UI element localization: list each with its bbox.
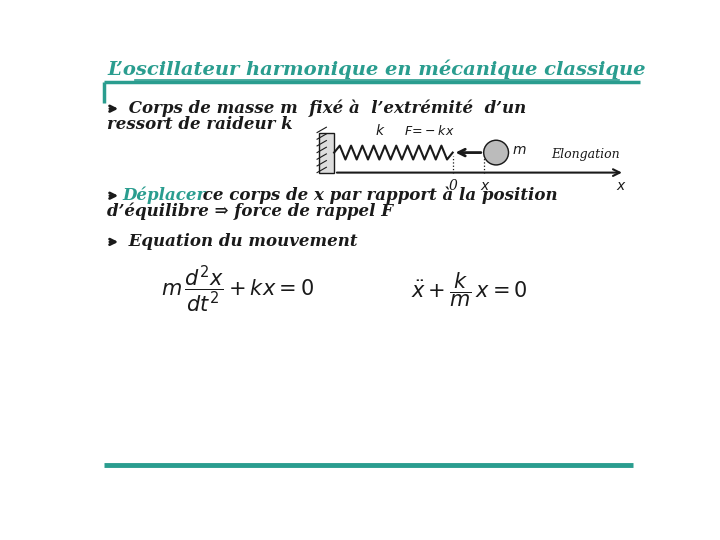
Text: 0: 0 bbox=[449, 179, 457, 193]
Text: ressort de raideur k: ressort de raideur k bbox=[107, 116, 292, 133]
Circle shape bbox=[484, 140, 508, 165]
Text: Corps de masse m  fixé à  l’extrémité  d’un: Corps de masse m fixé à l’extrémité d’un bbox=[122, 100, 526, 117]
Text: $F\!=\!-kx$: $F\!=\!-kx$ bbox=[404, 124, 455, 138]
Text: $x$: $x$ bbox=[480, 179, 490, 193]
Text: $m$: $m$ bbox=[512, 143, 526, 157]
Text: Déplacer: Déplacer bbox=[122, 187, 206, 205]
Text: d’équilibre ⇒ force de rappel F: d’équilibre ⇒ force de rappel F bbox=[107, 202, 393, 220]
Text: $x$: $x$ bbox=[616, 179, 626, 193]
Text: $\ddot{x} + \dfrac{k}{m}\,x = 0$: $\ddot{x} + \dfrac{k}{m}\,x = 0$ bbox=[411, 271, 528, 309]
Text: L’oscillateur harmonique en mécanique classique: L’oscillateur harmonique en mécanique cl… bbox=[107, 59, 646, 79]
Text: Elongation: Elongation bbox=[551, 148, 620, 161]
Text: ce corps de x par rapport à la position: ce corps de x par rapport à la position bbox=[197, 187, 557, 205]
Text: $m\,\dfrac{d^2x}{dt^2} + kx = 0$: $m\,\dfrac{d^2x}{dt^2} + kx = 0$ bbox=[161, 264, 314, 315]
Text: $k$: $k$ bbox=[375, 123, 386, 138]
Bar bbox=[319, 132, 334, 173]
Text: Equation du mouvement: Equation du mouvement bbox=[122, 233, 357, 251]
